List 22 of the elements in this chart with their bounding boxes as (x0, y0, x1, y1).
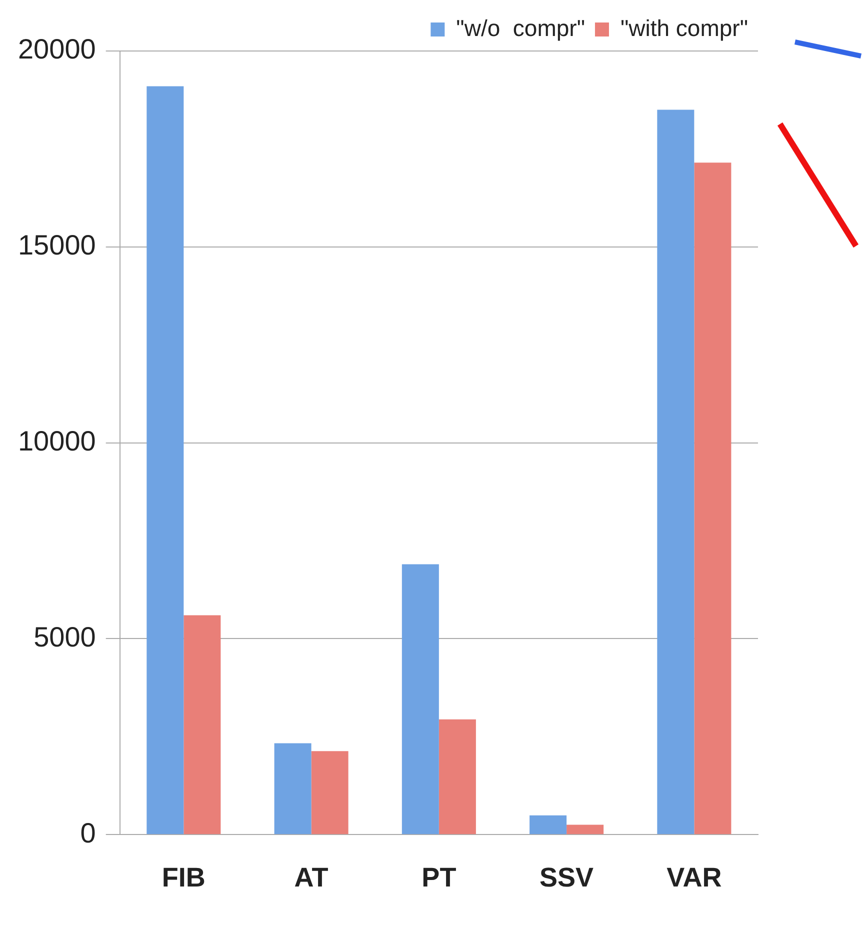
x-tick-label: PT (422, 862, 457, 892)
y-tick-label: 15000 (18, 230, 96, 261)
y-tick-label: 0 (80, 817, 96, 848)
bar (146, 86, 184, 834)
bar (402, 564, 439, 834)
bar (530, 815, 567, 834)
bar (438, 719, 476, 834)
bar (311, 751, 348, 834)
bar (566, 824, 604, 834)
bar (274, 743, 312, 834)
y-tick-label: 5000 (34, 621, 96, 652)
bar (657, 110, 694, 834)
bar (694, 162, 732, 834)
y-tick-label: 20000 (18, 34, 96, 65)
bar (184, 615, 221, 834)
x-tick-label: SSV (540, 862, 594, 892)
x-tick-label: FIB (162, 862, 206, 892)
legend-label: "with compr" (620, 14, 748, 41)
x-tick-label: VAR (666, 862, 722, 892)
y-tick-label: 10000 (18, 426, 96, 457)
legend-label: "w/o compr" (456, 14, 585, 41)
x-tick-label: AT (294, 862, 329, 892)
